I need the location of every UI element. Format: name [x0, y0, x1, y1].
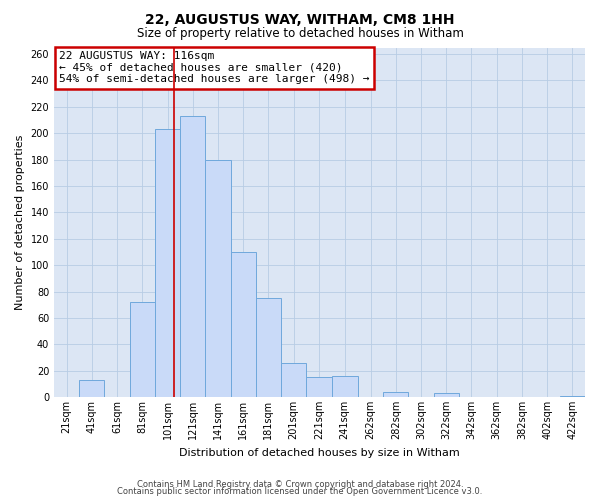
- Bar: [306, 377, 332, 397]
- Text: 22 AUGUSTUS WAY: 116sqm
← 45% of detached houses are smaller (420)
54% of semi-d: 22 AUGUSTUS WAY: 116sqm ← 45% of detache…: [59, 51, 370, 84]
- Bar: [180, 116, 205, 397]
- Bar: [205, 160, 230, 397]
- Text: Contains public sector information licensed under the Open Government Licence v3: Contains public sector information licen…: [118, 487, 482, 496]
- Bar: [79, 380, 104, 397]
- Bar: [155, 130, 180, 397]
- Bar: [130, 302, 155, 397]
- X-axis label: Distribution of detached houses by size in Witham: Distribution of detached houses by size …: [179, 448, 460, 458]
- Bar: [230, 252, 256, 397]
- Bar: [434, 393, 459, 397]
- Bar: [256, 298, 281, 397]
- Text: Size of property relative to detached houses in Witham: Size of property relative to detached ho…: [137, 28, 463, 40]
- Bar: [332, 376, 358, 397]
- Bar: [383, 392, 409, 397]
- Bar: [281, 362, 306, 397]
- Text: 22, AUGUSTUS WAY, WITHAM, CM8 1HH: 22, AUGUSTUS WAY, WITHAM, CM8 1HH: [145, 12, 455, 26]
- Text: Contains HM Land Registry data © Crown copyright and database right 2024.: Contains HM Land Registry data © Crown c…: [137, 480, 463, 489]
- Bar: [560, 396, 585, 397]
- Y-axis label: Number of detached properties: Number of detached properties: [15, 134, 25, 310]
